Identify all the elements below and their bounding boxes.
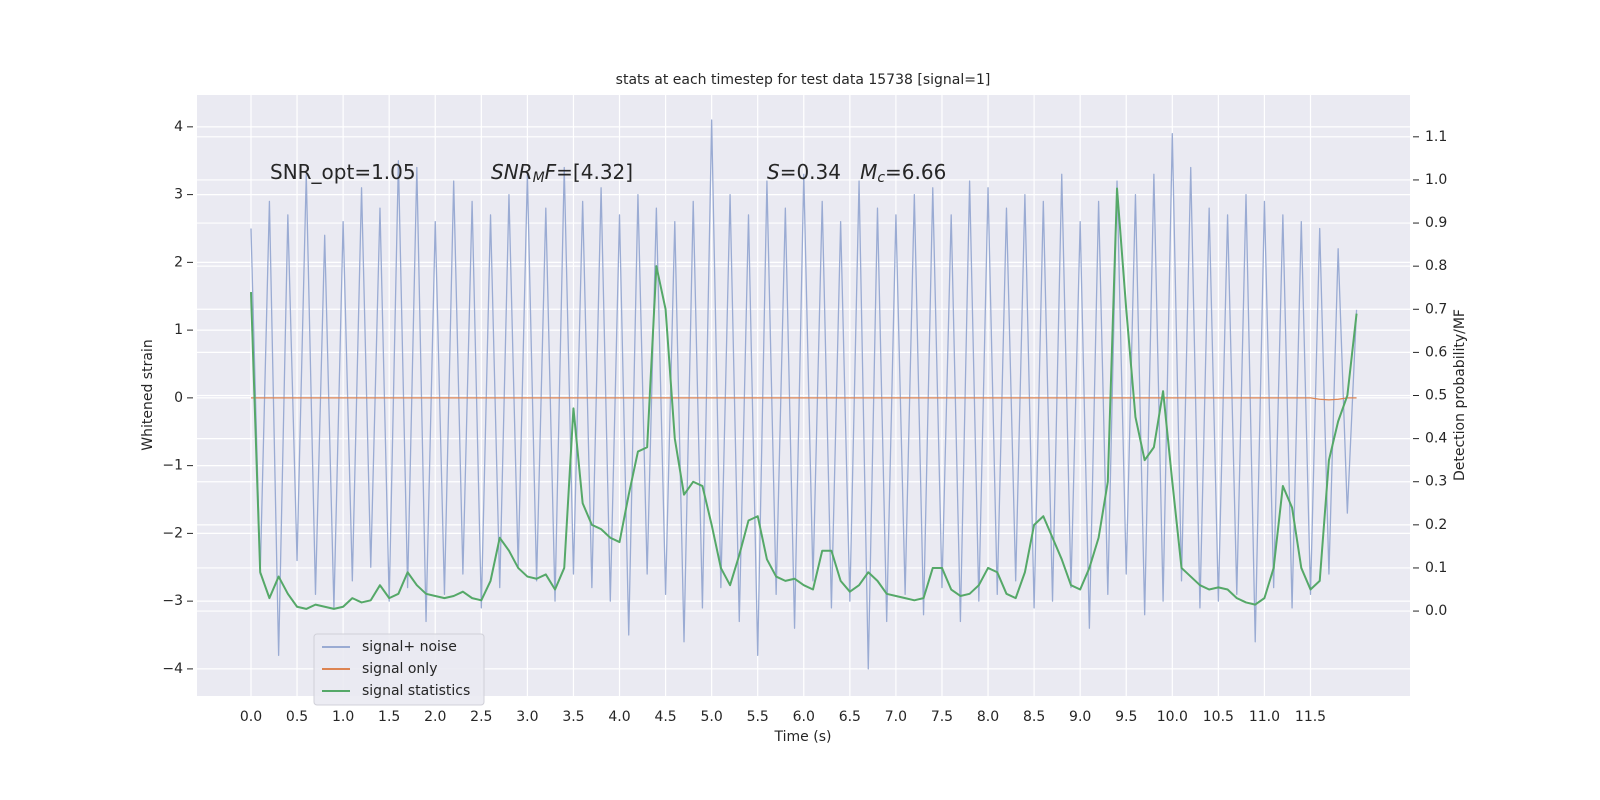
- grid: [187, 95, 1419, 696]
- series-line: [250, 397, 1357, 401]
- x-tick-label: 1.0: [332, 709, 354, 725]
- annotation-part: M: [533, 170, 545, 186]
- x-tick-label: 8.5: [1023, 709, 1045, 725]
- y2-tick-label: 0.1: [1425, 560, 1447, 576]
- x-tick-label: 2.5: [470, 709, 492, 725]
- x-tick-label: 8.0: [977, 709, 999, 725]
- marks: [249, 119, 1358, 670]
- annotation: S=0.34 Mc=6.66: [767, 160, 946, 187]
- x-tick-label: 11.5: [1295, 709, 1326, 725]
- annotation-part: SNR: [491, 160, 533, 184]
- y-tick-label: 0: [174, 390, 183, 406]
- x-tick-label: 5.0: [701, 709, 723, 725]
- x-tick-label: 4.0: [608, 709, 630, 725]
- y2-tick-label: 0.9: [1425, 215, 1447, 231]
- y2-tick-label: 0.5: [1425, 388, 1447, 404]
- annotation-part: =0.34: [780, 160, 860, 184]
- legend-box: [313, 633, 485, 706]
- y-tick-label: 3: [174, 187, 183, 203]
- y2-tick-label: 0.6: [1425, 344, 1447, 360]
- y2-tick-label: 1.1: [1425, 129, 1447, 145]
- y-tick-label: −1: [162, 458, 183, 474]
- annotation-part: c: [877, 170, 885, 186]
- y2-axis-label: Detection probability/MF: [1452, 309, 1468, 481]
- x-tick-label: 9.5: [1115, 709, 1137, 725]
- y2-tick-label: 1.0: [1425, 172, 1447, 188]
- x-tick-label: 7.5: [931, 709, 953, 725]
- x-tick-label: 0.0: [240, 709, 262, 725]
- x-tick-label: 7.0: [885, 709, 907, 725]
- legend-label: signal only: [362, 661, 437, 677]
- x-tick-label: 4.5: [654, 709, 676, 725]
- x-tick-label: 11.0: [1249, 709, 1280, 725]
- x-tick-label: 9.0: [1069, 709, 1091, 725]
- y2-tick-label: 0.4: [1425, 431, 1447, 447]
- x-tick-label: 0.5: [286, 709, 308, 725]
- y-axis-label: Whitened strain: [140, 339, 156, 450]
- legend-label: signal+ noise: [362, 639, 457, 655]
- annotation-part: =6.66: [885, 160, 946, 184]
- series-line: [249, 187, 1358, 610]
- y-tick-label: −4: [162, 661, 183, 677]
- legend-label: signal statistics: [362, 683, 470, 699]
- y-tick-label: −2: [162, 525, 183, 541]
- y-tick-label: 4: [174, 119, 183, 135]
- y2-tick-label: 0.0: [1425, 603, 1447, 619]
- y2-tick-label: 0.2: [1425, 517, 1447, 533]
- x-axis-label: Time (s): [774, 729, 832, 745]
- annotation-part: =[4.32]: [556, 160, 633, 184]
- y2-tick-label: 0.3: [1425, 474, 1447, 490]
- y-tick-label: −3: [162, 593, 183, 609]
- x-tick-label: 10.5: [1203, 709, 1234, 725]
- x-tick-label: 3.0: [516, 709, 538, 725]
- x-tick-label: 5.5: [747, 709, 769, 725]
- x-tick-label: 3.5: [562, 709, 584, 725]
- annotation: SNRMF=[4.32]: [491, 160, 633, 187]
- x-tick-label: 2.0: [424, 709, 446, 725]
- labels: 0.0 0.5 1.0 1.5 2.0 2.5 3.0 3.5 4.0 4.5 5.0 5.5 6.0 6…: [162, 119, 1447, 725]
- series-line: [250, 119, 1358, 670]
- annotation-part: S: [767, 160, 780, 184]
- annotation-part: M: [860, 160, 877, 184]
- chart-title: stats at each timestep for test data 157…: [616, 72, 991, 88]
- y2-tick-label: 0.7: [1425, 301, 1447, 317]
- y-tick-label: 1: [174, 322, 183, 338]
- x-tick-label: 6.5: [839, 709, 861, 725]
- annotation-part: SNR_opt=1.05: [270, 160, 416, 184]
- x-tick-label: 6.0: [793, 709, 815, 725]
- annotation: SNR_opt=1.05: [270, 160, 416, 184]
- y-tick-label: 2: [174, 254, 183, 270]
- annotation-part: F: [545, 160, 557, 184]
- y2-tick-label: 0.8: [1425, 258, 1447, 274]
- x-tick-label: 1.5: [378, 709, 400, 725]
- x-tick-label: 10.0: [1157, 709, 1188, 725]
